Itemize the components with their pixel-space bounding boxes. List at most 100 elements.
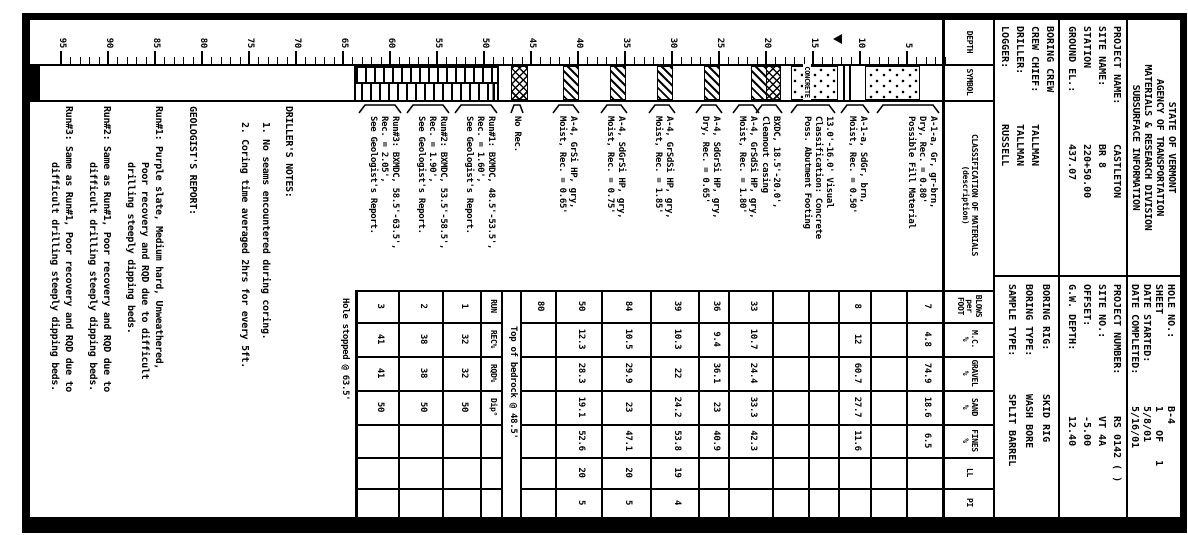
info-row: DATE COMPLETED: 5/16/01: [1129, 284, 1140, 448]
column-header-mc: %: [961, 336, 970, 342]
description-line: Moist, Rec. = 1.80': [737, 116, 747, 214]
column-header-pi: PI: [965, 497, 974, 508]
description-line: A-1-a, Gr, gr-brn,: [928, 116, 938, 209]
description-line: BXDC, 18.5'-20.0',: [771, 116, 781, 209]
casing-line: [849, 64, 851, 100]
column-header-fines: FINES: [970, 429, 979, 452]
info-row: PROJECT NAME: CASTLETON: [1111, 26, 1122, 198]
column-header-sand: SAND: [970, 397, 979, 417]
ruler-tick: [60, 51, 62, 64]
ruler-depth-label: 80: [198, 37, 208, 48]
geologists-report-line: drilling steeply dipping beds.: [125, 162, 136, 334]
cell-mc: 10.7: [748, 328, 758, 350]
symbol-concrete-label: CONCRETE: [802, 64, 811, 100]
cell-blows: 3: [375, 303, 385, 309]
cell-gravel: 60.7: [852, 362, 862, 384]
ruler-tick: [465, 57, 466, 64]
info-row: BORING RIG: SKID RIG: [1040, 284, 1051, 442]
info-row: CREW CHIEF: TALLMAN: [1029, 26, 1040, 166]
info-value: WASH BORE: [1023, 394, 1034, 449]
run-subheader-mc: REC%: [489, 329, 498, 349]
description-line: Rec. = 2.05',: [379, 116, 389, 183]
info-value: TALLMAN: [1029, 124, 1040, 167]
cell-fines: 42.3: [748, 430, 758, 451]
description-line: A-1-a, SdGr, brn,: [858, 116, 868, 204]
symbol-diag: [563, 66, 579, 100]
info-row: DRILLER: TALLMAN: [1014, 26, 1025, 166]
cell-fines: 52.6: [576, 430, 586, 451]
ruler-depth-label: 75: [245, 37, 255, 48]
ruler-tick: [765, 51, 767, 64]
groundwater-marker-icon: [833, 34, 842, 44]
description-line: A-4, GrSdSi HP, gry,: [664, 116, 674, 219]
row-separator: [520, 290, 522, 517]
info-value: TALLMAN: [1014, 124, 1025, 167]
cell-gravel: 74.9: [922, 362, 932, 384]
ruler-tick: [436, 51, 438, 64]
column-header-desc: (description): [961, 165, 970, 225]
info-label: PROJECT NUMBER:: [1111, 284, 1122, 375]
info-label: HOLE NO.:: [1165, 284, 1176, 339]
row-separator: [906, 290, 908, 517]
geologists-report-line: Poor recovery and RQD due to difficult: [139, 162, 150, 380]
row-separator: [442, 290, 444, 517]
cell-mc: 41: [375, 333, 385, 345]
ruler-tick: [812, 51, 814, 64]
cell-sand: 27.7: [852, 396, 862, 418]
header-split-rule: [993, 275, 1180, 277]
cell-fines: 11.6: [852, 430, 862, 451]
info-row: BORING TYPE: WASH BORE: [1023, 284, 1034, 448]
cell-blows: 2: [418, 303, 428, 309]
ruler-depth-label: 10: [856, 37, 866, 48]
cell-gravel: 32: [459, 367, 469, 379]
ruler-tick: [174, 57, 175, 64]
cell-mc: 12: [852, 333, 862, 345]
ruler-tick: [287, 57, 288, 64]
row-separator: [555, 290, 557, 517]
cell-gravel: 24.4: [748, 362, 758, 384]
cell-sand: 50: [375, 401, 385, 413]
ruler-tick: [577, 51, 579, 64]
info-row: SAMPLE TYPE: SPLIT BARREL: [1006, 284, 1017, 466]
ruler-tick: [559, 57, 560, 64]
description-line: Dry, Rec. = 0.80': [917, 116, 927, 204]
cell-mc: 12.3: [576, 328, 586, 350]
ruler-tick: [305, 57, 306, 64]
ruler-tick: [136, 57, 137, 64]
drillers-note-item: 2. Coring time averaged 2hrs for every 5…: [239, 122, 250, 368]
ruler-tick: [841, 57, 842, 64]
ruler-tick: [154, 51, 156, 64]
ruler-depth-label: 90: [104, 37, 114, 48]
ruler-tick: [221, 57, 222, 64]
description-line: Rec. = 1.90',: [427, 116, 437, 183]
info-label: LOGGER:: [999, 26, 1010, 69]
ruler-depth-label: 40: [574, 37, 584, 48]
info-value: 220+50.00: [1081, 144, 1092, 199]
geologists-report-line: difficult drilling steeply dipping beds.: [87, 162, 98, 391]
cell-ll: 20: [576, 467, 586, 478]
agency-title-line: AGENCY OF TRANSPORTATION: [1154, 78, 1165, 217]
ruler-tick: [483, 51, 485, 64]
ruler-tick: [926, 57, 927, 64]
ruler-tick: [315, 57, 316, 64]
ruler-tick: [747, 57, 748, 64]
cell-sand: 19.1: [576, 396, 586, 418]
ruler-tick: [945, 57, 946, 64]
ruler-tick: [418, 57, 419, 64]
ruler-tick: [99, 57, 100, 64]
column-header-blows: per: [965, 299, 974, 313]
info-row: DATE STARTED: 5/8/01: [1141, 284, 1152, 442]
header-rule-3: [993, 20, 995, 517]
ruler-tick: [700, 57, 701, 64]
ruler-tick: [201, 51, 203, 64]
ruler-depth-label: 20: [762, 37, 772, 48]
info-row: GROUND EL.: 437.07: [1066, 26, 1077, 180]
info-value: SKID RIG: [1040, 394, 1051, 443]
ruler-depth-label: 15: [809, 37, 819, 48]
ruler-tick: [935, 57, 936, 64]
ruler-tick: [653, 57, 654, 64]
info-row: BORING CREW: [1044, 26, 1055, 124]
description-line: Moist, Rec. = 0.65': [557, 116, 567, 214]
cell-blows: 39: [672, 300, 682, 312]
ruler-tick: [80, 57, 81, 64]
